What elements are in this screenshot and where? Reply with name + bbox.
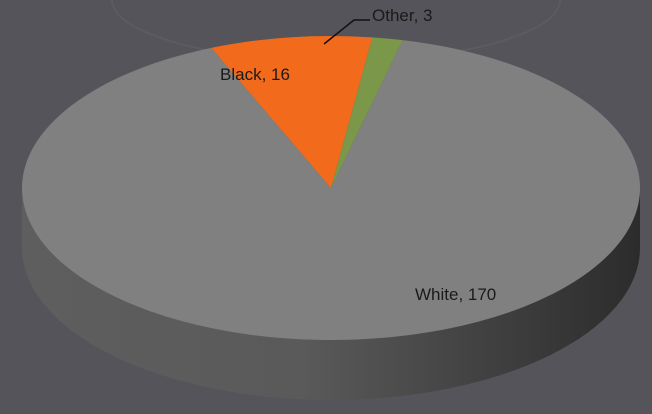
leader-line-other <box>323 19 370 45</box>
pie-slices <box>22 36 641 341</box>
slice-label-black: Black, 16 <box>220 65 290 84</box>
data-label-white: White, 170 <box>415 285 496 304</box>
pie-side-wall <box>22 188 640 400</box>
slice-label-white: White, 170 <box>415 285 496 304</box>
slice-label-other: Other, 3 <box>323 6 432 45</box>
data-label-other: Other, 3 <box>372 6 432 25</box>
pie-slice-black <box>211 36 373 189</box>
pie-slice-white <box>22 40 641 341</box>
data-label-black: Black, 16 <box>220 65 290 84</box>
pie-slice-other <box>331 37 403 189</box>
